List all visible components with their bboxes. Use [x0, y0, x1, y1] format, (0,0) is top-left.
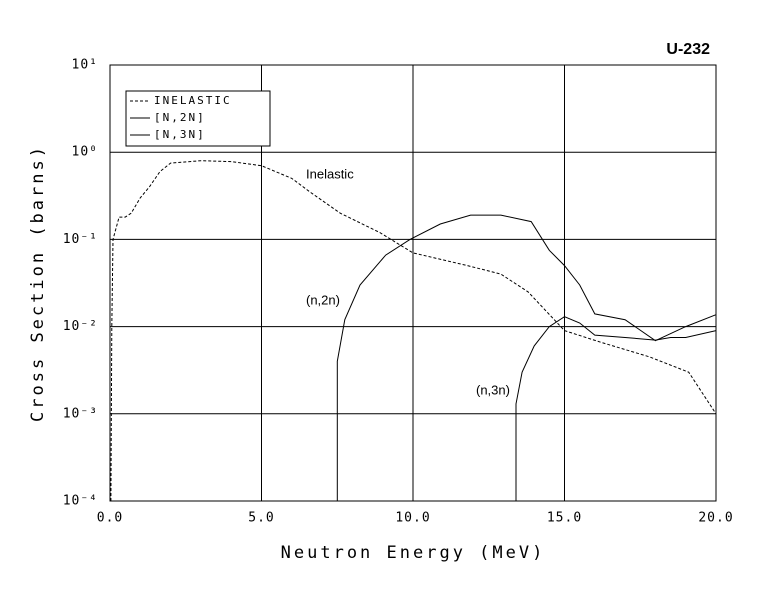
- y-tick-label: 10⁻¹: [63, 232, 98, 247]
- annotation: (n,3n): [476, 382, 510, 397]
- series-line: [110, 160, 717, 502]
- x-tick-label: 0.0: [97, 511, 123, 526]
- annotation: (n,2n): [306, 292, 340, 307]
- plot-frame: [109, 64, 717, 502]
- x-tick-label: 20.0: [698, 511, 733, 526]
- series-line: [336, 214, 717, 501]
- chart-title: U-232: [666, 41, 710, 58]
- legend-label: [N,2N]: [154, 111, 206, 124]
- x-axis-title: Neutron Energy (MeV): [281, 543, 546, 563]
- y-tick-label: 10⁻³: [63, 406, 98, 421]
- x-tick-label: 5.0: [248, 511, 274, 526]
- y-tick-label: 10¹: [72, 58, 98, 73]
- series-line: [515, 316, 717, 501]
- annotation: Inelastic: [306, 166, 354, 181]
- y-tick-label: 10⁻⁴: [63, 494, 98, 509]
- legend-label: [N,3N]: [154, 128, 206, 141]
- x-tick-label: 10.0: [395, 511, 430, 526]
- legend-label: INELASTIC: [154, 94, 232, 107]
- y-axis-title: Cross Section (barns): [28, 144, 48, 422]
- x-tick-label: 15.0: [547, 511, 582, 526]
- y-tick-label: 10⁻²: [63, 319, 98, 334]
- y-tick-label: 10⁰: [72, 145, 98, 160]
